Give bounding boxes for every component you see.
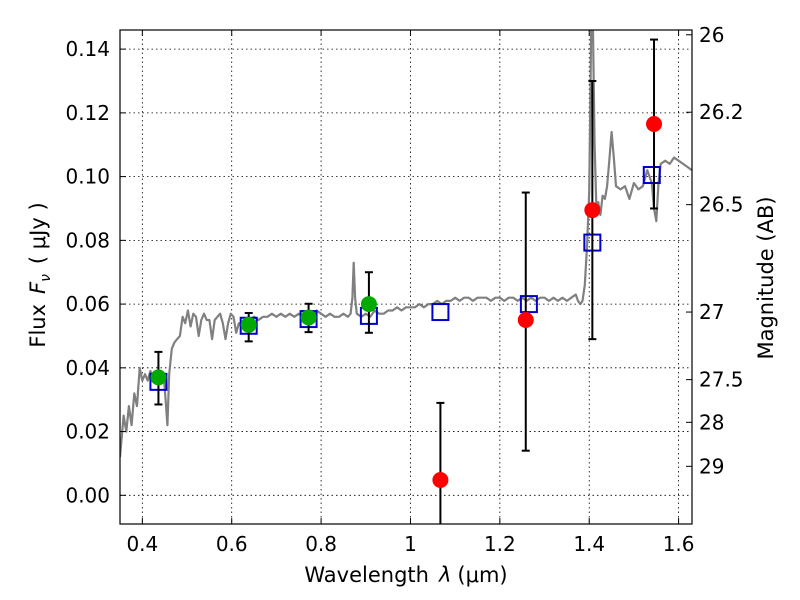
- y2-tick-label: 29: [699, 454, 724, 478]
- x-tick-label: 1.2: [484, 532, 516, 556]
- x-tick-label: 0.6: [216, 532, 248, 556]
- x-tick-label: 1.6: [663, 532, 695, 556]
- y-tick-label: 0.12: [65, 101, 110, 125]
- y-tick-label: 0.06: [65, 292, 110, 316]
- series-points: [150, 271, 377, 406]
- grid: [120, 30, 692, 524]
- y-tick-label: 0.10: [65, 165, 110, 189]
- y-axis-label-subscript: ν: [38, 274, 54, 282]
- y-axis-label-symbol: F: [26, 281, 50, 294]
- y-tick-label: 0.02: [65, 420, 110, 444]
- observed-flux-point: [584, 202, 601, 219]
- y-tick-label: 0.08: [65, 228, 110, 252]
- model-photometry-square: [642, 166, 661, 185]
- plot-area: [120, 30, 692, 524]
- observed-flux-point: [240, 316, 257, 333]
- y2-tick-label: 26: [699, 23, 724, 47]
- x-tick-label: 1.4: [573, 532, 605, 556]
- y2-tick-label: 26.2: [699, 100, 744, 124]
- observed-flux-point: [646, 116, 663, 133]
- model-photometry-square: [431, 303, 450, 322]
- axes: 0.4 0.6 0.8 1 1.2 1.4 1.6 0.00 0.02 0.04 0.06 0.08 0…: [65, 23, 743, 556]
- y2-axis-label: Magnitude (AB): [754, 196, 778, 359]
- y-tick-label: 0.00: [65, 483, 110, 507]
- observed-flux-point: [360, 296, 377, 313]
- x-tick-label: 0.8: [305, 532, 337, 556]
- y-axis-label: Flux Fν ( μJy ): [26, 202, 54, 347]
- y2-tick-label: 26.5: [699, 193, 744, 217]
- series-points: [432, 38, 663, 524]
- x-axis-label: Wavelength λ (μm): [304, 563, 507, 587]
- series-squares: [149, 166, 661, 391]
- x-tick-label: 1: [404, 532, 417, 556]
- x-axis-label-unit: (μm): [457, 563, 507, 587]
- x-tick-label: 0.4: [126, 532, 158, 556]
- y-axis-label-unit: ( μJy ): [26, 202, 50, 264]
- observed-flux-point: [517, 312, 534, 329]
- y-tick-label: 0.04: [65, 356, 110, 380]
- y2-tick-label: 27: [699, 300, 724, 324]
- y2-tick-label: 27.5: [699, 368, 744, 392]
- model-photometry-square: [519, 295, 538, 314]
- observed-flux-point: [300, 309, 317, 326]
- x-axis-label-symbol: λ: [438, 563, 451, 587]
- observed-flux-point: [432, 472, 449, 489]
- plot-frame: [119, 29, 693, 525]
- model-spectrum-line: [120, 30, 692, 458]
- y-tick-label: 0.14: [65, 37, 110, 61]
- x-axis-label-text: Wavelength: [304, 563, 429, 587]
- observed-flux-point: [150, 369, 167, 386]
- y-axis-label-text: Flux: [26, 304, 50, 348]
- y2-tick-label: 28: [699, 410, 724, 434]
- series-line: [120, 30, 692, 458]
